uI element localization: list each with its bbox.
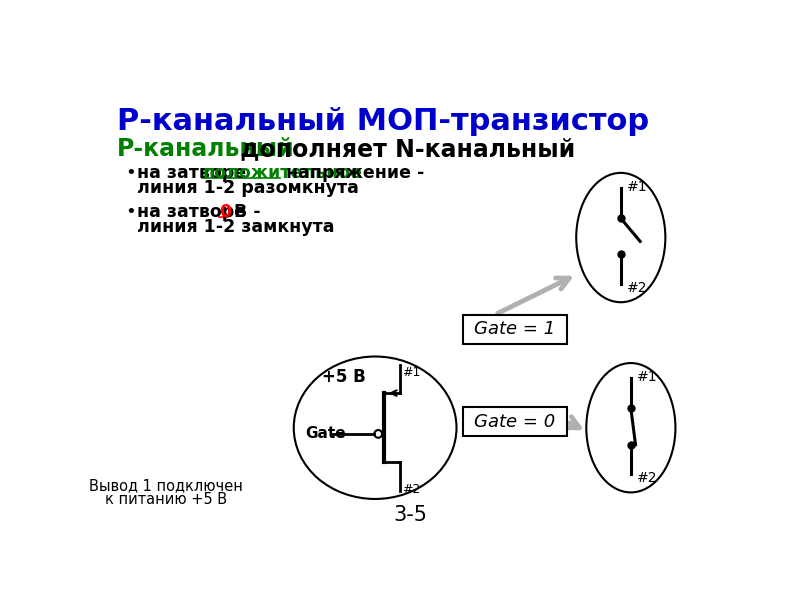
Text: 0: 0 <box>219 203 231 221</box>
Text: #1: #1 <box>402 366 421 379</box>
Ellipse shape <box>294 356 457 499</box>
Text: •: • <box>125 203 135 221</box>
Text: дополняет N-канальный: дополняет N-канальный <box>232 137 575 161</box>
Ellipse shape <box>576 173 666 302</box>
Text: линия 1-2 замкнута: линия 1-2 замкнута <box>138 218 334 236</box>
Text: положительное: положительное <box>202 164 362 182</box>
Text: •: • <box>125 164 135 182</box>
Text: к питанию +5 В: к питанию +5 В <box>105 493 227 508</box>
Text: +5 В: +5 В <box>322 368 366 386</box>
Text: Вывод 1 подключен: Вывод 1 подключен <box>89 479 243 494</box>
Text: на затворе: на затворе <box>138 203 258 221</box>
Text: Р-канальный: Р-канальный <box>117 137 294 161</box>
Text: #1: #1 <box>637 370 658 384</box>
Text: напряжение -: напряжение - <box>280 164 424 182</box>
Text: #2: #2 <box>402 483 421 496</box>
FancyBboxPatch shape <box>462 314 567 344</box>
Text: на затворе: на затворе <box>138 164 252 182</box>
Ellipse shape <box>586 363 675 493</box>
Text: Р-канальный МОП-транзистор: Р-канальный МОП-транзистор <box>117 107 649 136</box>
Text: #1: #1 <box>627 180 648 194</box>
Text: Gate: Gate <box>306 427 346 442</box>
Text: 3-5: 3-5 <box>393 505 427 525</box>
Text: линия 1-2 разомкнута: линия 1-2 разомкнута <box>138 179 359 197</box>
Text: Gate = 0: Gate = 0 <box>474 413 555 431</box>
Text: #2: #2 <box>627 281 647 295</box>
FancyBboxPatch shape <box>462 407 567 436</box>
Text: #2: #2 <box>637 471 658 485</box>
Text: Gate = 1: Gate = 1 <box>474 320 555 338</box>
Text: В -: В - <box>228 203 261 221</box>
